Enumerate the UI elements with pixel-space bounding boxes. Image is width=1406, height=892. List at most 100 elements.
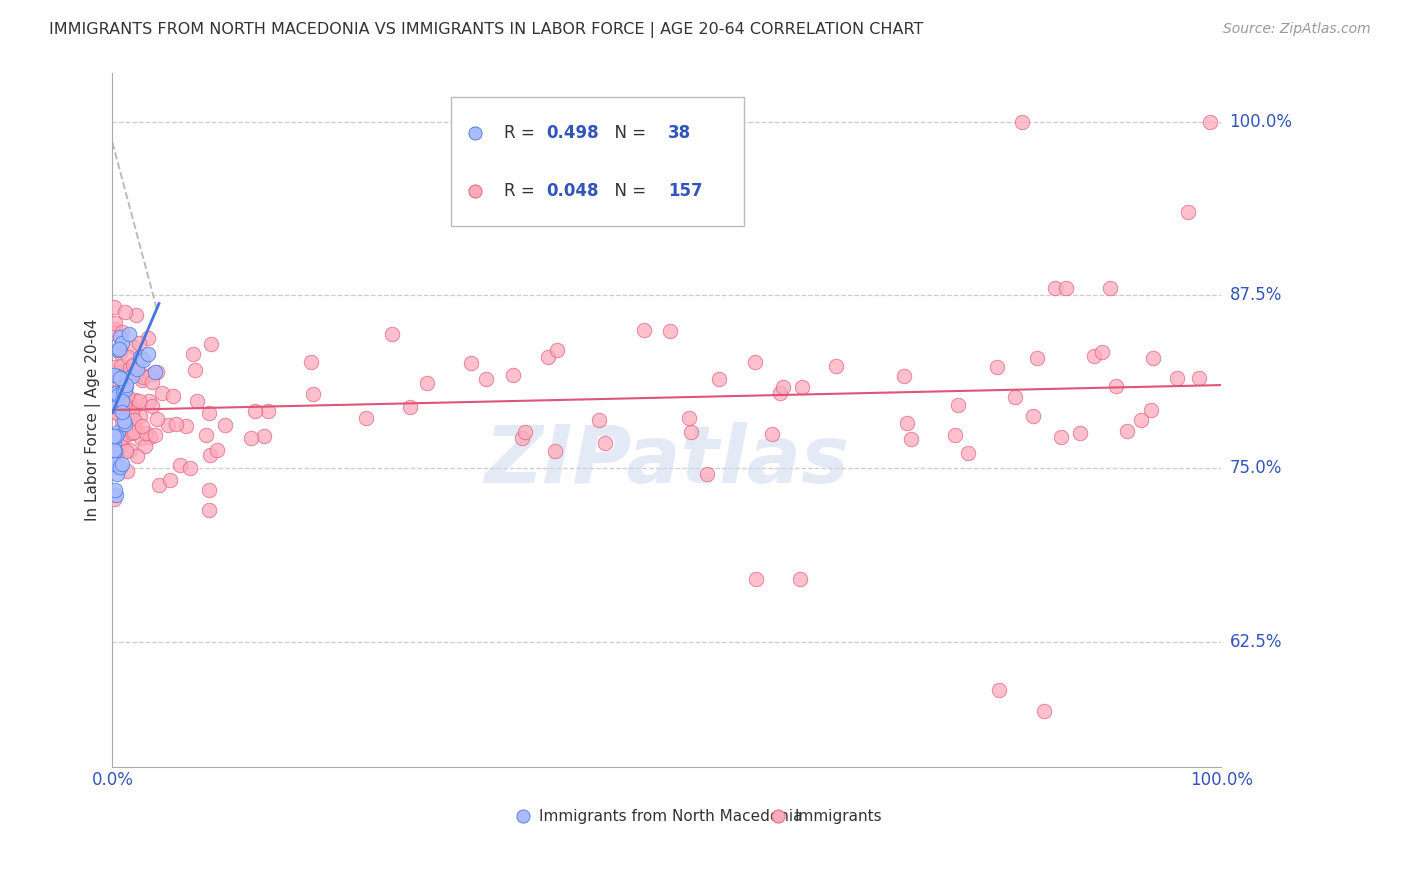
Point [537,350,560,364]
Point [125,362,148,376]
Point [416,376,439,390]
Point [103,326,125,340]
Point [184,363,207,377]
Point [103,435,125,450]
Point [110,359,132,374]
Point [108,342,131,356]
Point [121,405,143,419]
Point [134,439,156,453]
Text: 157: 157 [668,182,703,200]
Point [103,429,125,443]
Point [104,384,127,399]
Text: ZIPatlas: ZIPatlas [484,423,849,500]
Text: IMMIGRANTS FROM NORTH MACEDONIA VS IMMIGRANTS IN LABOR FORCE | AGE 20-64 CORRELA: IMMIGRANTS FROM NORTH MACEDONIA VS IMMIG… [49,22,924,38]
Point [1166,371,1188,385]
Point [198,503,221,517]
Point [103,379,125,393]
Text: Source: ZipAtlas.com: Source: ZipAtlas.com [1223,22,1371,37]
Point [111,457,134,471]
Point [138,394,160,409]
Point [115,443,138,458]
Point [399,400,422,414]
Point [110,431,132,445]
Point [111,384,134,398]
Point [134,426,156,441]
Text: 62.5%: 62.5% [1230,632,1282,650]
Point [108,346,131,360]
Point [986,359,1008,374]
Point [118,443,141,458]
Point [896,416,918,430]
Point [633,323,655,337]
Point [104,458,127,472]
Point [115,418,138,433]
Point [159,473,181,487]
Point [131,373,153,387]
Text: 0.498: 0.498 [546,124,599,143]
Point [141,375,163,389]
Point [120,397,142,411]
Text: N =: N = [603,182,651,200]
Point [696,467,718,481]
Point [1142,351,1164,366]
Point [141,399,163,413]
Point [129,431,152,445]
Point [107,402,129,417]
Point [117,351,139,365]
Point [1011,114,1033,128]
Point [136,331,159,345]
Point [257,404,280,418]
Point [114,378,136,392]
Point [200,449,222,463]
Point [104,488,127,502]
Point [136,347,159,361]
Point [110,415,132,429]
Point [543,443,565,458]
Point [103,491,125,506]
Point [104,385,127,400]
Point [174,418,197,433]
Point [179,461,201,475]
Point [678,411,700,425]
Point [105,399,128,413]
Point [681,425,703,439]
Point [125,422,148,436]
Text: 75.0%: 75.0% [1230,459,1282,477]
Point [139,430,162,444]
Point [132,353,155,368]
Point [108,460,131,475]
Point [129,351,152,365]
Point [1099,281,1122,295]
Point [380,326,402,341]
Point [1069,425,1091,440]
Point [129,409,152,423]
Y-axis label: In Labor Force | Age 20-64: In Labor Force | Age 20-64 [86,318,101,521]
Point [141,367,163,381]
Point [1199,114,1222,128]
Point [120,401,142,416]
Point [128,335,150,350]
Point [186,393,208,408]
Point [1004,390,1026,404]
Point [169,458,191,473]
Point [143,428,166,442]
Point [112,397,135,411]
Point [194,428,217,442]
Point [1022,409,1045,423]
Point [1140,403,1163,417]
Point [104,316,127,330]
Point [1116,424,1139,438]
Point [121,358,143,372]
Point [110,387,132,401]
Point [464,351,486,365]
Point [105,460,128,475]
Point [943,428,966,442]
Point [825,359,848,373]
Point [148,478,170,492]
Point [105,467,128,481]
Point [546,343,568,357]
Point [302,387,325,401]
Point [107,402,129,417]
Point [128,393,150,408]
Point [1105,379,1128,393]
